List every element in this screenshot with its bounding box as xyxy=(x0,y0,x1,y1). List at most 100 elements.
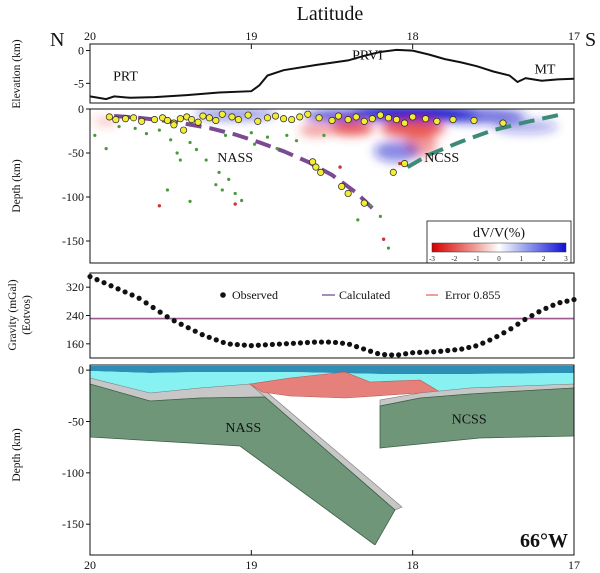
observed-point-20 xyxy=(227,341,233,347)
gravity-panel: Gravity (mGal) (Eotvos) 160 240 320 Observ… xyxy=(7,272,577,359)
colorbar-tick-3: 0 xyxy=(497,255,501,263)
legend-calculated: Calculated xyxy=(339,288,390,302)
model-label-ncss: NCSS xyxy=(452,413,487,428)
observed-point-7 xyxy=(136,295,142,301)
colorbar-tick-6: 3 xyxy=(564,255,568,263)
event-large-49 xyxy=(360,199,368,207)
observed-point-5 xyxy=(122,289,128,295)
observed-point-64 xyxy=(536,309,542,315)
event-small-8 xyxy=(204,158,208,162)
event-large-26 xyxy=(304,110,312,118)
event-small-13 xyxy=(275,147,279,151)
event-small-5 xyxy=(175,151,179,155)
observed-point-31 xyxy=(304,339,311,346)
event-large-18 xyxy=(234,116,242,124)
observed-point-26 xyxy=(269,341,275,348)
event-small-27 xyxy=(285,133,289,137)
model-ylabel: Depth (km) xyxy=(11,428,23,482)
observed-point-29 xyxy=(290,340,297,346)
tomography-ytick-label-3: -150 xyxy=(62,234,84,248)
observed-point-55 xyxy=(473,343,479,349)
event-large-14 xyxy=(205,114,213,122)
event-large-50 xyxy=(401,160,409,168)
model-label-nass: NASS xyxy=(225,421,261,436)
bottom-tick-label-2: 18 xyxy=(407,558,419,572)
event-large-39 xyxy=(422,115,430,123)
event-large-34 xyxy=(376,111,384,119)
south-label: S xyxy=(585,29,596,51)
observed-point-39 xyxy=(360,346,367,352)
observed-point-52 xyxy=(452,347,458,353)
event-large-35 xyxy=(384,114,393,122)
velocity-anomaly-4 xyxy=(493,119,558,134)
tomography-label-nass: NASS xyxy=(217,151,253,166)
observed-point-34 xyxy=(325,339,332,345)
legend-observed: Observed xyxy=(232,288,278,302)
observed-point-16 xyxy=(199,332,205,338)
event-small-23 xyxy=(220,188,224,192)
event-red-3 xyxy=(381,237,386,241)
elevation-y-ticks: 0 -5 xyxy=(74,44,90,90)
colorbar: dV/V(%) -3 -2 -1 0 1 2 3 xyxy=(426,220,572,264)
event-small-3 xyxy=(144,132,149,136)
gravity-legend: Observed Calculated Error 0.855 xyxy=(220,288,500,302)
event-large-3 xyxy=(130,114,138,122)
observed-point-15 xyxy=(192,328,198,334)
bottom-axis-ticks: 20 19 18 17 xyxy=(84,550,580,572)
observed-point-36 xyxy=(339,340,346,346)
north-label: N xyxy=(50,29,64,51)
observed-point-65 xyxy=(543,305,549,311)
event-small-1 xyxy=(104,147,108,151)
event-large-9 xyxy=(176,115,184,123)
top-tick-label-0: 20 xyxy=(84,29,96,43)
event-small-26 xyxy=(252,142,257,146)
velocity-anomaly-3 xyxy=(194,109,276,120)
observed-point-19 xyxy=(220,339,226,346)
observed-point-35 xyxy=(332,339,339,346)
observed-point-21 xyxy=(234,341,240,348)
gravity-ylabel-2: (Eotvos) xyxy=(21,295,33,335)
event-large-25 xyxy=(296,113,304,121)
observed-point-44 xyxy=(396,352,402,358)
event-large-24 xyxy=(288,116,296,124)
event-small-11 xyxy=(249,131,253,135)
event-small-10 xyxy=(227,177,231,181)
event-large-30 xyxy=(344,116,352,124)
observed-point-13 xyxy=(178,321,184,327)
event-small-14 xyxy=(322,133,326,137)
earthquake-events xyxy=(93,110,507,250)
event-large-5 xyxy=(150,116,159,124)
event-large-17 xyxy=(228,113,236,121)
observed-point-18 xyxy=(213,337,219,343)
observed-point-8 xyxy=(143,300,149,306)
event-small-6 xyxy=(188,140,192,145)
observed-points xyxy=(87,273,577,358)
observed-point-28 xyxy=(283,341,290,347)
top-axis-ticks: 20 19 18 17 xyxy=(84,29,580,49)
gravity-ytick-label-1: 240 xyxy=(66,309,84,323)
event-large-23 xyxy=(280,115,288,123)
elevation-labels: PRT PRVI MT xyxy=(113,49,556,85)
elevation-profile-line xyxy=(89,48,575,101)
event-large-41 xyxy=(449,116,457,124)
event-large-11 xyxy=(188,116,196,124)
model-panel: Depth (km) 0 -50 -100 -150 NASS NCSS 66°W xyxy=(11,363,575,556)
event-small-17 xyxy=(378,214,382,218)
event-large-12 xyxy=(194,118,202,126)
observed-point-25 xyxy=(262,342,268,348)
event-large-13 xyxy=(199,112,207,120)
event-small-22 xyxy=(214,183,218,187)
tomography-label-ncss: NCSS xyxy=(424,151,459,166)
elevation-ylabel: Elevation (km) xyxy=(11,39,23,108)
observed-point-2 xyxy=(101,280,107,286)
observed-point-4 xyxy=(115,286,121,292)
observed-point-62 xyxy=(522,316,528,323)
top-tick-label-3: 17 xyxy=(568,29,580,43)
colorbar-gradient xyxy=(431,242,567,253)
event-large-27 xyxy=(315,114,323,122)
event-small-28 xyxy=(294,139,299,143)
event-small-7 xyxy=(194,147,199,152)
tomography-ytick-label-2: -100 xyxy=(62,190,84,204)
velocity-anomaly-6 xyxy=(380,119,445,138)
observed-point-46 xyxy=(410,350,416,356)
